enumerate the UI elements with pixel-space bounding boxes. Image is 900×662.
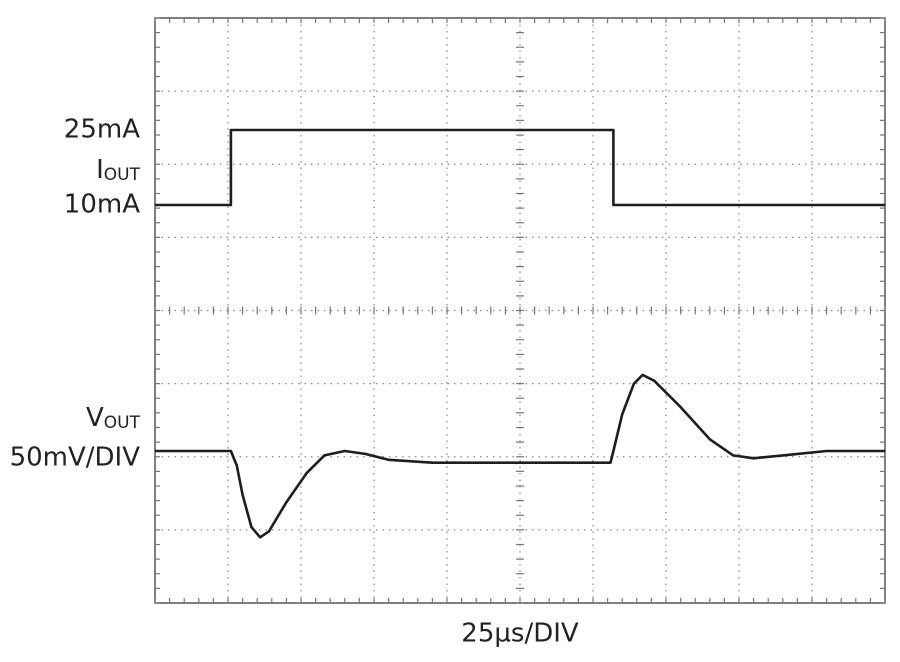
- voltage-label: VOUT: [86, 403, 141, 434]
- trace: [155, 128, 885, 207]
- current-low-label: 10mA: [64, 190, 140, 220]
- voltage-symbol: V: [86, 403, 104, 433]
- voltage-scale-label: 50mV/DIV: [10, 443, 141, 473]
- current-label: IOUT: [96, 155, 140, 186]
- current-subscript: OUT: [104, 165, 141, 185]
- grid: [154, 17, 886, 604]
- voltage-subscript: OUT: [104, 413, 141, 433]
- trace: [155, 373, 885, 539]
- current-high-label: 25mA: [64, 115, 140, 145]
- time-scale-label: 25µs/DIV: [461, 619, 579, 649]
- current-symbol: I: [96, 155, 104, 185]
